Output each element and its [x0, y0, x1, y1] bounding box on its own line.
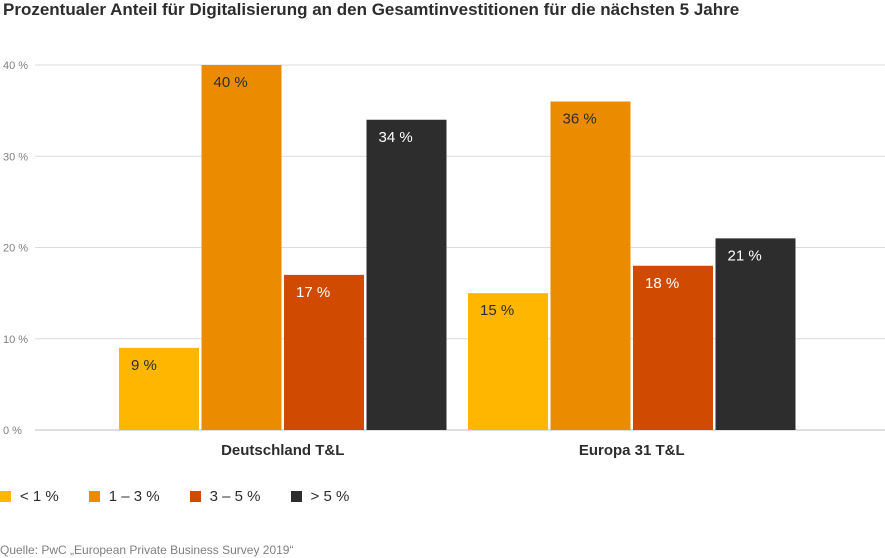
bar [366, 119, 447, 430]
legend-item: 1 – 3 % [88, 487, 160, 505]
legend-swatch [0, 490, 11, 502]
legend-item: < 1 % [0, 488, 59, 505]
bar-value-label: 18 % [645, 275, 679, 292]
category-label: Deutschland T&L [221, 442, 344, 459]
y-tick-label: 0 % [3, 425, 22, 437]
y-tick-label: 20 % [3, 243, 28, 255]
chart-title: Prozentualer Anteil für Digitalisierung … [3, 0, 740, 19]
y-tick-label: 40 % [3, 60, 28, 72]
bar-value-label: 9 % [131, 357, 157, 374]
bar [468, 293, 548, 430]
legend-label: 1 – 3 % [108, 487, 160, 505]
bar [201, 65, 282, 430]
legend-label: < 1 % [20, 487, 59, 505]
bar [633, 265, 713, 430]
bar [715, 238, 796, 430]
legend-swatch [88, 490, 100, 502]
category-label: Europa 31 T&L [579, 442, 685, 459]
bar [119, 347, 199, 430]
legend-label: > 5 % [310, 487, 350, 505]
y-tick-label: 30 % [3, 151, 28, 163]
bar-value-label: 34 % [379, 129, 413, 146]
bar [550, 101, 631, 430]
bar-labels: 9 % 40 % 17 % 34 % 15 % 36 % 18 % 21 % [131, 74, 762, 374]
legend-swatch [290, 490, 302, 502]
bar-value-label: 36 % [563, 111, 597, 128]
legend-label: 3 – 5 % [209, 487, 261, 505]
legend-swatch [189, 490, 201, 502]
bar-value-label: 21 % [728, 247, 762, 264]
legend: < 1 % 1 – 3 % 3 – 5 % > 5 % [0, 486, 379, 506]
y-tick-label: 10 % [3, 334, 28, 346]
legend-item: 3 – 5 % [189, 487, 261, 505]
source-note: Quelle: PwC „European Private Business S… [0, 543, 294, 557]
bar-value-label: 17 % [296, 284, 330, 301]
y-axis-ticks: 0 % 10 % 20 % 30 % 40 % [3, 60, 28, 437]
legend-item: > 5 % [290, 487, 350, 505]
category-labels: Deutschland T&L Europa 31 T&L [221, 442, 685, 459]
bar-chart: 0 % 10 % 20 % 30 % 40 % 9 % 40 % 17 % 34 % 15 % 3… [3, 60, 885, 459]
bar-value-label: 40 % [214, 74, 248, 91]
bars [119, 65, 796, 430]
bar [284, 274, 364, 430]
bar-value-label: 15 % [480, 302, 514, 319]
